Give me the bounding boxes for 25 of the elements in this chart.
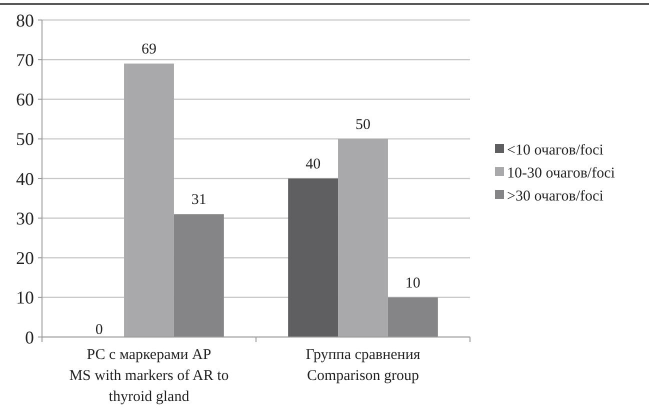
y-tick-label: 0 — [25, 327, 34, 348]
bar — [124, 64, 174, 337]
bar — [174, 214, 224, 337]
y-tick-label: 10 — [16, 288, 34, 308]
data-label: 40 — [306, 156, 321, 172]
data-label: 69 — [142, 42, 156, 58]
y-tick-label: 20 — [16, 248, 34, 268]
y-tick-label: 30 — [16, 208, 34, 228]
bar — [288, 178, 338, 337]
y-tick-label: 60 — [16, 90, 34, 110]
y-tick-label: 80 — [16, 10, 34, 30]
data-label: 50 — [356, 116, 370, 133]
data-label: 31 — [191, 192, 206, 208]
bar — [388, 297, 438, 337]
legend-label: 10-30 очагов/foci — [507, 165, 615, 182]
x-tick-label: РС с маркерами АР MS with markers of AR to thyroid gland — [69, 347, 229, 405]
bar — [338, 138, 388, 337]
data-label: 0 — [95, 322, 103, 338]
data-label: 10 — [405, 275, 420, 292]
y-tick-label: 40 — [16, 168, 34, 189]
y-tick-label: 70 — [16, 50, 34, 70]
y-tick-label: 50 — [16, 129, 34, 150]
legend-label: >30 очагов/foci — [507, 188, 604, 204]
x-tick-label: Группа сравнения Comparison group — [306, 347, 420, 384]
legend-label: <10 очагов/foci — [507, 142, 604, 158]
